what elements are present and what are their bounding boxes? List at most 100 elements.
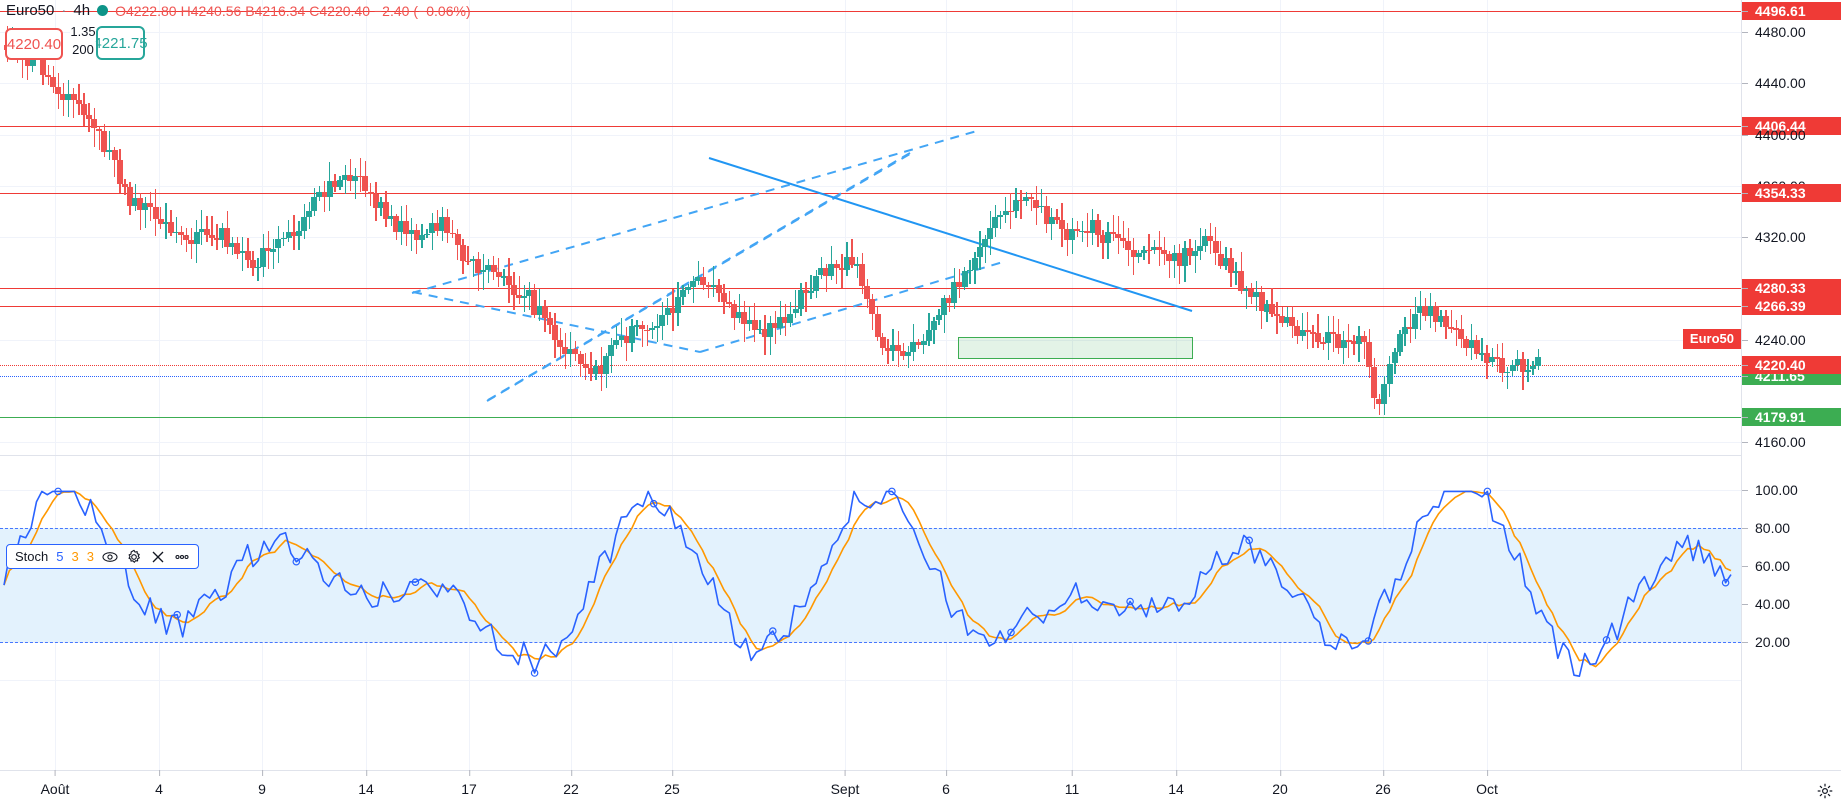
- candle-body: [521, 296, 528, 299]
- symbol-price-flag[interactable]: Euro50: [1682, 329, 1741, 349]
- price-axis-tick[interactable]: 4320.00: [1742, 228, 1841, 246]
- price-axis-tick[interactable]: 4406.44: [1742, 117, 1841, 136]
- price-level-line[interactable]: [0, 126, 1741, 128]
- symbol-name[interactable]: Euro50: [6, 2, 55, 19]
- gear-icon[interactable]: [126, 549, 142, 565]
- more-options-icon[interactable]: [174, 549, 190, 565]
- candle-body: [111, 149, 118, 161]
- date-axis-tick[interactable]: 26: [1375, 770, 1391, 797]
- candle-wick: [887, 339, 889, 364]
- stochastic-axis-tick[interactable]: 20.00: [1742, 633, 1841, 651]
- candle-body: [987, 228, 994, 240]
- date-axis-tick[interactable]: 9: [258, 770, 266, 797]
- price-level-line[interactable]: [0, 193, 1741, 195]
- date-axis-tick[interactable]: 4: [155, 770, 163, 797]
- current-price-tick[interactable]: 4220.40: [1742, 355, 1841, 374]
- candle-body: [244, 251, 251, 260]
- interval-label[interactable]: 4h: [73, 2, 91, 19]
- price-axis-tick[interactable]: 4266.39: [1742, 296, 1841, 315]
- stochastic-axis-tick[interactable]: 60.00: [1742, 557, 1841, 575]
- date-axis-tick[interactable]: 14: [358, 770, 374, 797]
- price-axis-tick[interactable]: 4179.91: [1742, 407, 1841, 426]
- price-axis-tick[interactable]: 4160.00: [1742, 433, 1841, 451]
- eye-icon[interactable]: [102, 549, 118, 565]
- gridline-horizontal: [0, 442, 1741, 444]
- price-axis-tick[interactable]: 4354.33: [1742, 184, 1841, 203]
- candle-body: [393, 216, 400, 232]
- candle-wick: [836, 259, 838, 285]
- highlight-zone[interactable]: [958, 337, 1193, 359]
- candle-wick: [1168, 251, 1171, 279]
- stochastic-legend[interactable]: Stoch 5 3 3: [6, 544, 199, 569]
- candle-body: [1289, 316, 1296, 326]
- date-axis-tick[interactable]: Sept: [830, 770, 860, 797]
- candle-body: [557, 340, 563, 348]
- candle-body: [188, 240, 195, 244]
- candle-body: [55, 86, 62, 94]
- gridline-vertical: [262, 0, 263, 455]
- candle-body: [403, 220, 410, 234]
- candle-body: [1299, 329, 1306, 337]
- price-axis-tick[interactable]: 4240.00: [1742, 331, 1841, 349]
- candle-body: [736, 312, 743, 318]
- stochastic-axis-tick[interactable]: 40.00: [1742, 595, 1841, 613]
- candle-wick: [27, 53, 29, 80]
- date-axis-tick[interactable]: 25: [664, 770, 680, 797]
- candle-body: [1248, 289, 1255, 298]
- candle-wick: [134, 184, 136, 211]
- candle-body: [746, 320, 753, 324]
- date-axis-tick[interactable]: 6: [942, 770, 950, 797]
- candle-body: [1028, 197, 1035, 200]
- stochastic-pane[interactable]: [0, 456, 1741, 770]
- candle-body: [60, 93, 67, 100]
- chart-settings-gear-icon[interactable]: [1817, 783, 1833, 799]
- candle-body: [910, 341, 917, 353]
- chart-legend[interactable]: Euro50 · 4h O4222.80 H4240.56 B4216.34 C…: [6, 2, 471, 19]
- date-axis-tick[interactable]: Oct: [1476, 770, 1498, 797]
- candle-body: [577, 354, 584, 365]
- candle-body: [85, 114, 92, 120]
- candle-wick: [615, 326, 618, 350]
- date-axis-tick[interactable]: 17: [461, 770, 477, 797]
- price-pane[interactable]: [0, 0, 1741, 455]
- candle-wick: [984, 235, 986, 263]
- date-axis-tick[interactable]: 20: [1272, 770, 1288, 797]
- high-key: H: [180, 2, 191, 19]
- candle-body: [813, 275, 820, 291]
- price-level-line[interactable]: [0, 364, 1741, 366]
- candle-body: [1473, 339, 1480, 355]
- price-level-line[interactable]: [0, 10, 1741, 12]
- date-axis-tick[interactable]: 11: [1064, 770, 1080, 797]
- candle-wick: [1148, 234, 1150, 264]
- price-box-teal[interactable]: 4221.75: [93, 26, 148, 60]
- price-axis-tick[interactable]: 4400.00: [1742, 126, 1841, 144]
- date-axis-tick[interactable]: Août: [40, 770, 70, 797]
- price-axis-tick[interactable]: 4496.61: [1742, 1, 1841, 20]
- candle-body: [705, 285, 712, 287]
- candle-body: [946, 298, 953, 303]
- stochastic-axis-tick[interactable]: 100.00: [1742, 481, 1841, 499]
- candle-body: [106, 149, 113, 153]
- price-axis-tick[interactable]: 4440.00: [1742, 74, 1841, 92]
- price-level-line[interactable]: [0, 287, 1741, 289]
- price-level-line[interactable]: [0, 416, 1741, 418]
- time-axis[interactable]: Août 4 9 14 17 22 25 Sept 6 11 14 20 26 Oct: [0, 770, 1841, 808]
- stochastic-axis-tick[interactable]: 80.00: [1742, 519, 1841, 537]
- date-axis-tick[interactable]: 22: [563, 770, 579, 797]
- price-box-red[interactable]: 4220.40: [5, 28, 63, 60]
- candle-body: [1396, 334, 1403, 352]
- stochastic-point-marker: [649, 499, 658, 508]
- close-icon[interactable]: [150, 549, 166, 565]
- candle-wick: [1040, 189, 1043, 213]
- candle-body: [152, 207, 159, 220]
- stoch-param-3: 3: [86, 549, 94, 564]
- price-axis-tick[interactable]: 4480.00: [1742, 23, 1841, 41]
- price-level-line[interactable]: [0, 375, 1741, 377]
- price-axis[interactable]: 4496.614480.004440.004406.444400.004360.…: [1741, 0, 1841, 770]
- candle-body: [1514, 358, 1521, 366]
- candle-wick: [114, 147, 116, 178]
- candle-body: [961, 271, 968, 287]
- price-axis-tick[interactable]: 4280.33: [1742, 278, 1841, 297]
- date-axis-tick[interactable]: 14: [1168, 770, 1184, 797]
- candle-wick: [1271, 287, 1273, 317]
